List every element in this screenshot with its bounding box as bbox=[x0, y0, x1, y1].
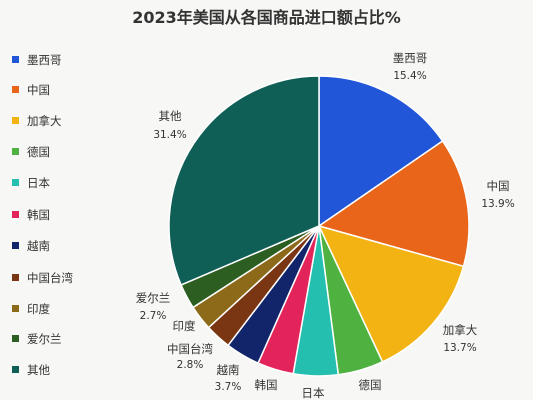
legend-item-india[interactable]: 印度 bbox=[12, 301, 50, 317]
slice-value-label-ireland: 2.7% bbox=[140, 310, 167, 322]
slice-name-label-vietnam: 越南 bbox=[217, 363, 240, 377]
legend-label: 中国台湾 bbox=[27, 271, 73, 285]
slice-name-label-mexico: 墨西哥 bbox=[393, 51, 428, 65]
slice-name-label-taiwan: 中国台湾 bbox=[167, 342, 213, 356]
legend-item-japan[interactable]: 日本 bbox=[12, 175, 50, 191]
legend-swatch bbox=[12, 179, 19, 186]
legend-swatch bbox=[12, 211, 19, 218]
legend-label: 中国 bbox=[27, 83, 50, 97]
legend-label: 德国 bbox=[27, 145, 50, 159]
legend-label: 其他 bbox=[27, 363, 50, 377]
pie-slice-china[interactable] bbox=[317, 139, 470, 268]
slice-value-label-china: 13.9% bbox=[481, 198, 514, 210]
legend-swatch bbox=[12, 305, 19, 312]
slice-value-label-vietnam: 3.7% bbox=[215, 381, 242, 393]
legend-item-mexico[interactable]: 墨西哥 bbox=[12, 52, 62, 68]
legend-swatch bbox=[12, 56, 19, 63]
legend-swatch bbox=[12, 148, 19, 155]
legend-label: 日本 bbox=[27, 176, 50, 190]
slice-value-label-mexico: 15.4% bbox=[393, 70, 426, 82]
slice-name-label-india: 印度 bbox=[173, 319, 196, 333]
legend-swatch bbox=[12, 335, 19, 342]
pie-slice-mexico[interactable] bbox=[318, 75, 444, 228]
legend-label: 韩国 bbox=[27, 208, 50, 222]
legend-swatch bbox=[12, 366, 19, 373]
legend-item-other[interactable]: 其他 bbox=[12, 362, 50, 378]
slice-name-label-ireland: 爱尔兰 bbox=[136, 291, 171, 305]
legend-item-germany[interactable]: 德国 bbox=[12, 144, 50, 160]
legend-swatch bbox=[12, 274, 19, 281]
slice-value-label-other: 31.4% bbox=[153, 129, 186, 141]
slice-value-label-taiwan: 2.8% bbox=[177, 359, 204, 371]
legend-label: 爱尔兰 bbox=[27, 332, 62, 346]
legend-swatch bbox=[12, 86, 19, 93]
legend-label: 印度 bbox=[27, 302, 50, 316]
slice-value-label-canada: 13.7% bbox=[443, 342, 476, 354]
slice-name-label-china: 中国 bbox=[487, 179, 510, 193]
legend-swatch bbox=[12, 242, 19, 249]
pie-slice-other[interactable] bbox=[168, 75, 320, 286]
legend-item-taiwan[interactable]: 中国台湾 bbox=[12, 270, 73, 286]
slice-name-label-korea: 韩国 bbox=[255, 378, 278, 392]
legend-item-china[interactable]: 中国 bbox=[12, 82, 50, 98]
chart-title: 2023年美国从各国商品进口额占比% bbox=[132, 8, 401, 27]
slice-name-label-canada: 加拿大 bbox=[443, 323, 478, 337]
legend-label: 加拿大 bbox=[27, 114, 62, 128]
legend-item-canada[interactable]: 加拿大 bbox=[12, 113, 62, 129]
legend-label: 越南 bbox=[27, 239, 50, 253]
legend-swatch bbox=[12, 117, 19, 124]
slice-name-label-japan: 日本 bbox=[302, 386, 325, 400]
pie-slice-canada[interactable] bbox=[317, 224, 465, 363]
legend-item-vietnam[interactable]: 越南 bbox=[12, 238, 50, 254]
legend-label: 墨西哥 bbox=[27, 53, 62, 67]
slice-name-label-germany: 德国 bbox=[359, 378, 382, 392]
slice-name-label-other: 其他 bbox=[159, 109, 182, 123]
legend-item-korea[interactable]: 韩国 bbox=[12, 207, 50, 223]
legend-item-ireland[interactable]: 爱尔兰 bbox=[12, 331, 62, 347]
